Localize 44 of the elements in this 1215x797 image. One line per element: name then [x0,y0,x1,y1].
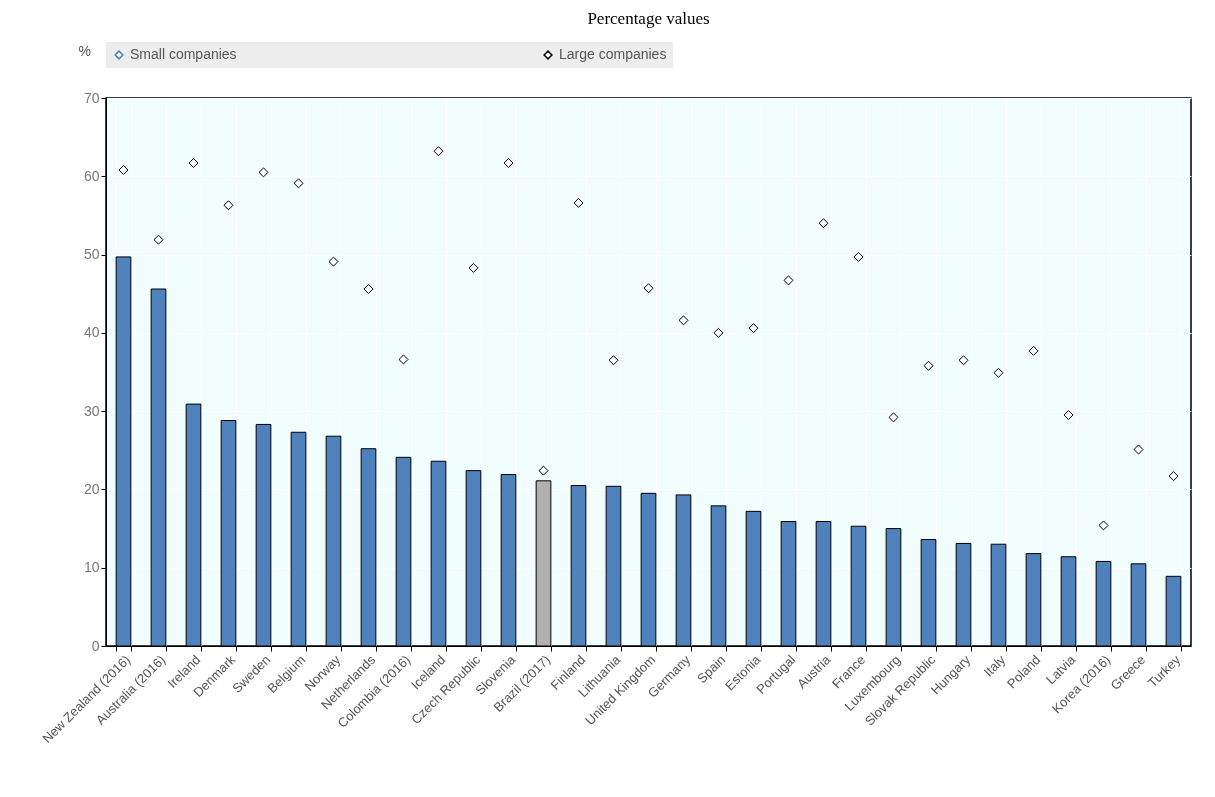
point [853,251,864,262]
point [503,158,514,168]
point [958,355,969,366]
y-tick-label: 40 [83,324,100,341]
point [888,412,899,423]
y-tick-label: 30 [83,402,100,419]
point [1098,520,1109,531]
point [433,146,444,157]
point [818,218,829,229]
point [328,256,339,267]
point [538,465,549,476]
point [1063,410,1074,421]
y-tick-label: 60 [83,167,100,184]
point [783,275,794,286]
y-axis-title: % [78,42,91,59]
y-tick-label: 50 [83,246,100,263]
point [258,167,269,178]
point [1028,345,1039,356]
point [608,355,619,366]
point [153,234,164,245]
y-tick-label: 10 [83,559,100,576]
x-tick-label: Italy [980,651,1009,680]
point [678,315,689,326]
point [363,284,374,294]
point [293,178,304,189]
chart-title: Percentage values [587,9,710,28]
point [1168,471,1179,482]
point [188,158,199,168]
point [993,367,1004,378]
point [713,327,724,338]
point [118,165,129,175]
point [1133,444,1144,455]
point [223,200,234,211]
y-tick-label: 20 [83,480,100,497]
y-tick-label: 70 [83,89,100,106]
point [643,283,654,294]
legend-label: Small companies [130,46,237,62]
point [468,262,479,273]
point [923,360,934,371]
y-tick-label: 0 [91,637,100,654]
point [398,354,409,365]
legend-label: Large companies [559,46,667,62]
point [573,197,584,208]
point [748,323,759,334]
